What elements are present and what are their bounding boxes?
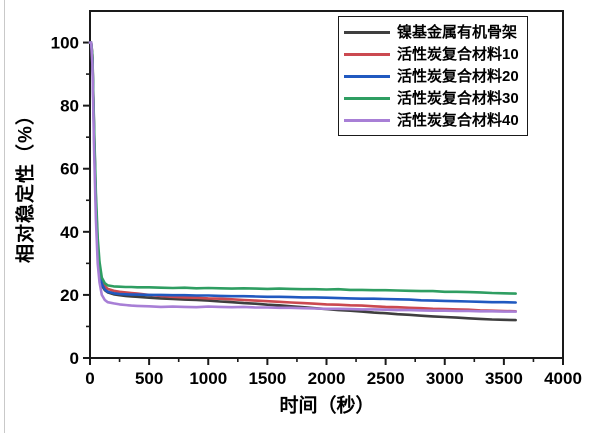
y-tick-label: 100 [51,34,79,53]
x-tick-label: 3500 [485,369,523,388]
legend-item-0: 镍基金属有机骨架 [342,21,519,43]
x-tick-label: 1000 [189,369,227,388]
x-tick-label: 1500 [248,369,286,388]
legend-item-4: 活性炭复合材料40 [342,109,519,131]
series-line-1 [88,41,518,313]
legend-item-label: 活性炭复合材料10 [397,45,519,63]
plot-frame [89,10,564,359]
y-tick-label: 20 [60,286,79,305]
x-axis-title: 时间（秒） [279,395,375,417]
series-line-2 [88,41,518,304]
y-tick-label: 60 [60,160,79,179]
legend-item-label: 镍基金属有机骨架 [397,23,518,41]
legend-line-sample [344,74,390,78]
x-tick-label: 2000 [308,369,346,388]
legend-line-sample [344,30,390,34]
y-axis-title: 相对稳定性（%） [15,105,37,263]
screenshot-left-edge [4,0,5,433]
legend-item-3: 活性炭复合材料30 [342,87,519,109]
x-tick-label: 2500 [367,369,405,388]
legend-item-1: 活性炭复合材料10 [342,43,519,65]
y-tick-label: 80 [60,97,79,116]
legend-item-2: 活性炭复合材料20 [342,65,519,87]
x-tick-label: 3000 [426,369,464,388]
series-line-4 [88,41,518,313]
series-line-3 [88,41,518,295]
legend-line-sample [344,96,390,100]
legend-line-sample [344,118,390,122]
x-tick-label: 4000 [544,369,582,388]
legend: 镍基金属有机骨架 活性炭复合材料10 活性炭复合材料20 活性炭复合材料30 活性炭复合… [338,16,528,136]
x-tick-label: 0 [85,369,94,388]
y-tick-label: 40 [60,223,79,242]
y-tick-label: 0 [70,349,79,368]
legend-line-sample [344,52,390,56]
x-tick-label: 500 [135,369,163,388]
legend-item-label: 活性炭复合材料30 [397,89,519,107]
legend-item-label: 活性炭复合材料20 [397,67,519,85]
legend-item-label: 活性炭复合材料40 [397,111,519,129]
